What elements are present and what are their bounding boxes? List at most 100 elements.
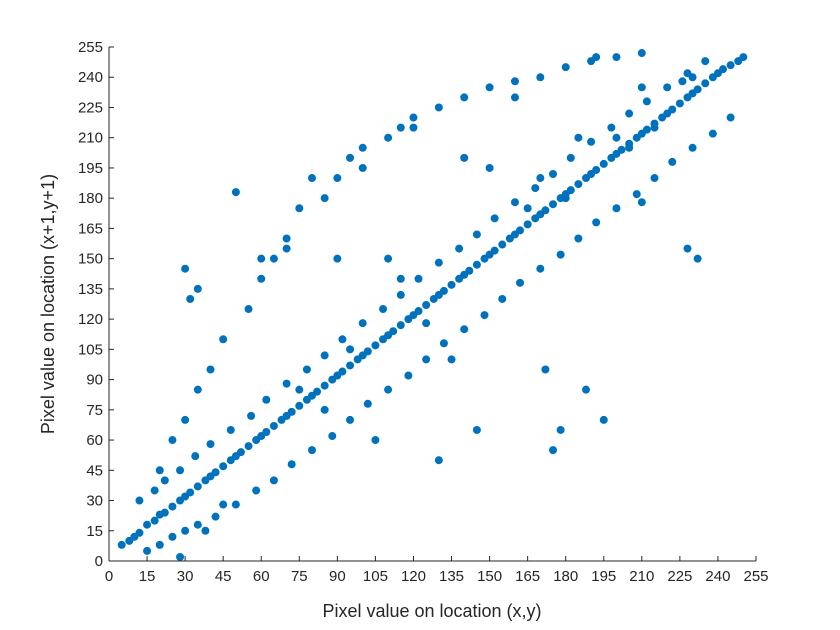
scatter-point (191, 452, 200, 461)
scatter-point (160, 476, 169, 485)
scatter-point (206, 440, 215, 449)
scatter-point (472, 425, 481, 434)
scatter-point (155, 466, 164, 475)
scatter-point (566, 186, 575, 195)
scatter-point (181, 415, 190, 424)
scatter-point (338, 367, 347, 376)
scatter-point (201, 526, 210, 535)
scatter-point (302, 365, 311, 374)
scatter-point (160, 508, 169, 517)
scatter-point (510, 198, 519, 207)
scatter-point (637, 49, 646, 58)
x-tick-label: 90 (329, 568, 346, 585)
scatter-point (523, 220, 532, 229)
scatter-point (625, 109, 634, 118)
scatter-point (409, 113, 418, 122)
scatter-point (181, 264, 190, 273)
scatter-point (726, 61, 735, 70)
scatter-point (282, 379, 291, 388)
scatter-point (244, 305, 253, 314)
scatter-point (358, 163, 367, 172)
scatter-point (176, 552, 185, 561)
x-tick-label: 165 (515, 568, 540, 585)
y-tick-group: 0 15 30 45 60 75 90 105 120 135 150 165 180 195 210 225… (78, 39, 114, 570)
scatter-point (389, 327, 398, 336)
axes (108, 47, 756, 562)
scatter-point (675, 99, 684, 108)
scatter-point (168, 532, 177, 541)
scatter-point (485, 163, 494, 172)
scatter-point (439, 339, 448, 348)
scatter-point (536, 264, 545, 273)
scatter-point (186, 488, 195, 497)
scatter-point (422, 355, 431, 364)
scatter-point (346, 345, 355, 354)
scatter-point (379, 305, 388, 314)
scatter-point (617, 145, 626, 154)
scatter-point (650, 174, 659, 183)
scatter-point (150, 516, 159, 525)
scatter-point (404, 371, 413, 380)
y-tick-label: 240 (78, 69, 103, 86)
scatter-point (460, 93, 469, 102)
y-tick-label: 0 (95, 553, 103, 570)
scatter-point (371, 436, 380, 445)
scatter-point (561, 63, 570, 72)
scatter-point (414, 274, 423, 283)
scatter-point (498, 294, 507, 303)
scatter-point (193, 520, 202, 529)
scatter-point (498, 240, 507, 249)
y-tick-label: 90 (86, 372, 103, 389)
scatter-point (313, 387, 322, 396)
scatter-point (541, 206, 550, 215)
scatter-point (434, 103, 443, 112)
scatter-point (193, 284, 202, 293)
x-tick-label: 255 (743, 568, 768, 585)
scatter-point (434, 258, 443, 267)
scatter-point (536, 73, 545, 82)
scatter-point (236, 448, 245, 457)
scatter-point (549, 446, 558, 455)
scatter-point (460, 325, 469, 334)
x-tick-label: 240 (705, 568, 730, 585)
scatter-point (472, 230, 481, 239)
scatter-point (206, 365, 215, 374)
scatter-point (663, 83, 672, 92)
scatter-point (422, 319, 431, 328)
scatter-point (556, 425, 565, 434)
scatter-point (592, 165, 601, 174)
scatter-point (447, 355, 456, 364)
scatter-point (642, 125, 651, 134)
scatter-point (693, 254, 702, 263)
scatter-point (460, 153, 469, 162)
scatter-point (181, 526, 190, 535)
scatter-point (612, 133, 621, 142)
y-tick-label: 225 (78, 99, 103, 116)
scatter-point (414, 307, 423, 316)
scatter-point (295, 385, 304, 394)
scatter-point (693, 85, 702, 94)
x-tick-label: 45 (215, 568, 232, 585)
scatter-point (219, 500, 228, 509)
x-tick-label: 195 (591, 568, 616, 585)
scatter-point (396, 274, 405, 283)
scatter-point (320, 405, 329, 414)
scatter-point (231, 188, 240, 197)
scatter-point (346, 153, 355, 162)
scatter-point (465, 266, 474, 275)
scatter-point (320, 351, 329, 360)
y-tick-label: 15 (86, 523, 103, 540)
scatter-point (262, 427, 271, 436)
scatter-point (726, 113, 735, 122)
scatter-point (219, 335, 228, 344)
scatter-point (556, 250, 565, 259)
scatter-point (346, 361, 355, 370)
scatter-point (176, 466, 185, 475)
scatter-point (269, 421, 278, 430)
y-tick-label: 195 (78, 160, 103, 177)
y-tick-label: 30 (86, 493, 103, 510)
scatter-point (701, 79, 710, 88)
scatter-point (186, 294, 195, 303)
scatter-point (226, 425, 235, 434)
scatter-point (135, 528, 144, 537)
